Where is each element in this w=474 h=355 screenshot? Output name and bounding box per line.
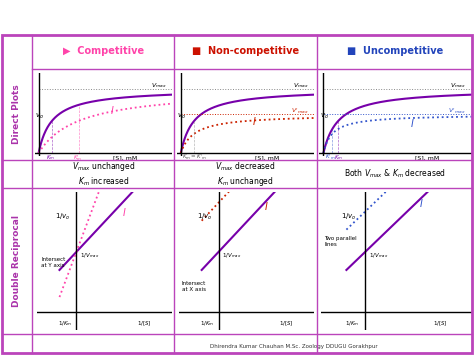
Text: $K'_m$: $K'_m$ bbox=[326, 153, 336, 162]
Text: $1/K_m$: $1/K_m$ bbox=[346, 320, 360, 328]
Text: $1/V_{max}$: $1/V_{max}$ bbox=[80, 251, 99, 260]
Text: Two parallel
lines: Two parallel lines bbox=[325, 236, 357, 247]
Text: $1/v_o$: $1/v_o$ bbox=[341, 212, 357, 222]
Text: ▶  Competitive: ▶ Competitive bbox=[63, 47, 144, 56]
Text: Enzyme Inhibition (Plots): Enzyme Inhibition (Plots) bbox=[129, 9, 345, 24]
Text: $K_m = K'_m$: $K_m = K'_m$ bbox=[182, 153, 207, 162]
Text: $V_{max}$: $V_{max}$ bbox=[450, 82, 465, 91]
Text: $I$: $I$ bbox=[109, 104, 114, 116]
Text: $1/V_{max}$: $1/V_{max}$ bbox=[222, 251, 241, 260]
Text: $V'_{max}$: $V'_{max}$ bbox=[448, 106, 465, 116]
Text: $1/[S]$: $1/[S]$ bbox=[137, 320, 151, 328]
Text: $v_o$: $v_o$ bbox=[320, 112, 328, 121]
Text: $I$: $I$ bbox=[410, 117, 415, 129]
Text: $1/v_o$: $1/v_o$ bbox=[197, 212, 213, 222]
Text: $v_o$: $v_o$ bbox=[177, 112, 186, 121]
Text: [S], mM: [S], mM bbox=[113, 155, 137, 160]
Text: Dhirendra Kumar Chauhan M.Sc. Zoology DDUGU Gorakhpur: Dhirendra Kumar Chauhan M.Sc. Zoology DD… bbox=[210, 344, 378, 349]
Text: $1/K_m$: $1/K_m$ bbox=[200, 320, 215, 328]
Text: [S], mM: [S], mM bbox=[415, 155, 439, 160]
Text: $K_m$: $K_m$ bbox=[46, 153, 55, 162]
Text: $V_{max}$: $V_{max}$ bbox=[293, 82, 309, 91]
Text: $1/[S]$: $1/[S]$ bbox=[433, 320, 447, 328]
Text: $I$: $I$ bbox=[252, 115, 256, 127]
Text: $V_{max}$: $V_{max}$ bbox=[151, 82, 167, 91]
Text: $V'_{max}$: $V'_{max}$ bbox=[292, 106, 309, 116]
Text: $V_{max}$ decreased
$K_m$ unchanged: $V_{max}$ decreased $K_m$ unchanged bbox=[215, 160, 276, 187]
Text: $I$: $I$ bbox=[122, 206, 127, 218]
Text: [S], mM: [S], mM bbox=[255, 155, 280, 160]
Text: $1/V_{max}$: $1/V_{max}$ bbox=[369, 251, 389, 260]
Text: ■  Uncompetitive: ■ Uncompetitive bbox=[347, 47, 444, 56]
Text: $K_m$: $K_m$ bbox=[334, 153, 343, 162]
Text: Double Reciprocal: Double Reciprocal bbox=[12, 215, 20, 307]
Text: $V_{max}$ unchanged
$K_m$ increased: $V_{max}$ unchanged $K_m$ increased bbox=[72, 160, 135, 187]
Text: Intersect
at X axis: Intersect at X axis bbox=[182, 281, 206, 292]
Text: Both $V_{max}$ & $K_m$ decreased: Both $V_{max}$ & $K_m$ decreased bbox=[344, 168, 447, 180]
Text: $1/K_m$: $1/K_m$ bbox=[58, 320, 73, 328]
Text: $v_o$: $v_o$ bbox=[35, 112, 44, 121]
Text: $1/[S]$: $1/[S]$ bbox=[279, 320, 293, 328]
Text: ■  Non-competitive: ■ Non-competitive bbox=[192, 47, 299, 56]
Text: Intersect
at Y axis: Intersect at Y axis bbox=[42, 257, 66, 268]
Text: $1/v_o$: $1/v_o$ bbox=[55, 212, 71, 222]
Text: $I$: $I$ bbox=[419, 197, 424, 209]
Text: $K_m'$: $K_m'$ bbox=[73, 153, 82, 163]
Text: $I$: $I$ bbox=[264, 200, 269, 212]
Text: Direct Plots: Direct Plots bbox=[12, 84, 20, 144]
